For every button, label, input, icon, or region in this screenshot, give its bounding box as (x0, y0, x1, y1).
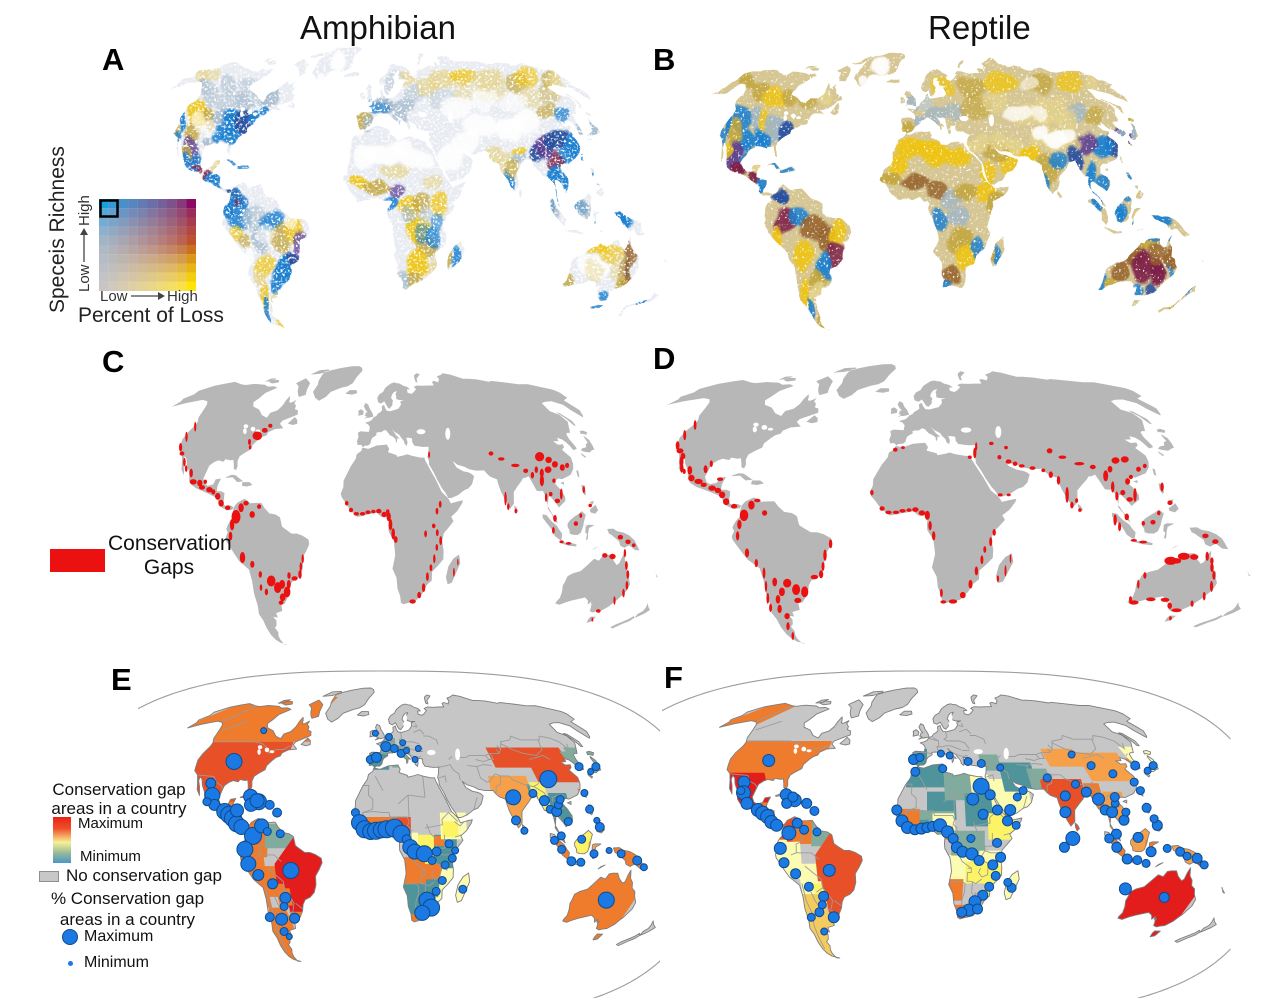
svg-text:High: High (76, 195, 93, 226)
svg-text:Low: Low (100, 288, 128, 305)
svg-text:High: High (167, 288, 198, 305)
svg-text:Low: Low (76, 264, 93, 292)
